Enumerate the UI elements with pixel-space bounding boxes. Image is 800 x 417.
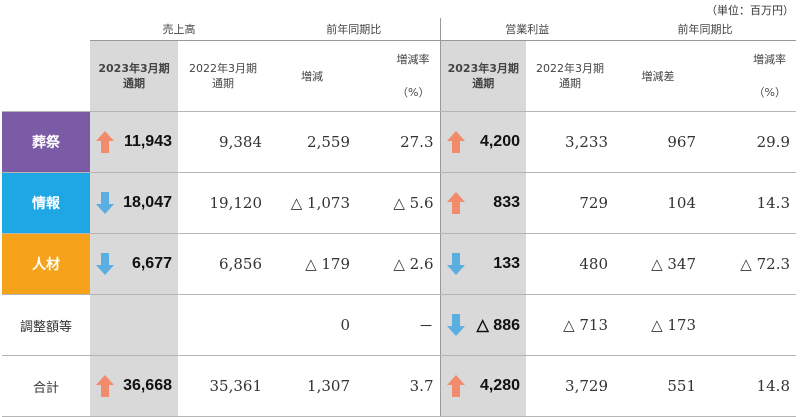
change-cell: 2,559	[268, 111, 356, 173]
table-row: 調整額等 0 － △ 886 △ 713 △ 173	[2, 294, 796, 356]
diff-cell: 551	[614, 355, 702, 417]
prev-op-cell: 3,729	[526, 355, 614, 417]
change-cell: △ 1,073	[268, 172, 356, 234]
segment-label: 葬祭	[2, 111, 90, 173]
sales-cell: 18,047	[90, 172, 178, 234]
down-arrow-icon	[96, 192, 114, 214]
prev-period-header-1: 2022年3月期 通期	[178, 40, 268, 112]
rate2-cell: △ 72.3	[702, 233, 796, 295]
table-row: 合計 36,668 35,361 1,307 3.7 4,280 3,729 5…	[2, 355, 796, 417]
rate2-cell: 14.3	[702, 172, 796, 234]
yoy-header-2: 前年同期比	[614, 18, 796, 41]
op-cell: 4,280	[439, 355, 526, 417]
rate-cell: △ 2.6	[356, 233, 440, 295]
op-cell: △ 886	[439, 294, 526, 356]
segment-label: 人材	[2, 233, 90, 295]
up-arrow-icon	[96, 131, 114, 153]
prev-sales-cell: 6,856	[178, 233, 268, 295]
op-cell: 833	[439, 172, 526, 234]
diff-cell: △ 173	[614, 294, 702, 356]
rate-cell: △ 5.6	[356, 172, 440, 234]
yoy-header-1: 前年同期比	[268, 18, 440, 41]
rate2-cell: 14.8	[702, 355, 796, 417]
segment-label: 調整額等	[2, 294, 90, 356]
diff-cell: 104	[614, 172, 702, 234]
table-row: 葬祭 11,943 9,384 2,559 27.3 4,200 3,233 9…	[2, 111, 796, 173]
down-arrow-icon	[446, 314, 465, 336]
up-arrow-icon	[96, 375, 114, 397]
op-cell: 133	[439, 233, 526, 295]
unit-note: （単位：百万円）	[706, 4, 794, 17]
rate-header-1: 増減率 （%）	[356, 40, 440, 112]
segment-label: 情報	[2, 172, 90, 234]
cur-period-header-2: 2023年3月期 通期	[439, 40, 526, 112]
up-arrow-icon	[446, 192, 465, 214]
results-table: 売上高 前年同期比 営業利益 前年同期比 2023年3月期 通期 2022年3月期…	[2, 18, 796, 417]
up-arrow-icon	[446, 375, 465, 397]
change-cell: 1,307	[268, 355, 356, 417]
change-cell: △ 179	[268, 233, 356, 295]
op-cell: 4,200	[439, 111, 526, 173]
prev-sales-cell: 9,384	[178, 111, 268, 173]
sales-cell	[90, 294, 178, 356]
change-cell: 0	[268, 294, 356, 356]
group-header-row: 売上高 前年同期比 営業利益 前年同期比	[2, 18, 796, 41]
table-row: 人材 6,677 6,856 △ 179 △ 2.6 133 480 △ 347…	[2, 233, 796, 295]
rate2-cell	[702, 294, 796, 356]
prev-op-cell: △ 713	[526, 294, 614, 356]
sub-header-row: 2023年3月期 通期 2022年3月期 通期 増減 増減率 （%） 2023年3月期…	[2, 40, 796, 112]
diff-cell: △ 347	[614, 233, 702, 295]
rate2-cell: 29.9	[702, 111, 796, 173]
sales-cell: 6,677	[90, 233, 178, 295]
down-arrow-icon	[446, 253, 465, 275]
prev-op-cell: 480	[526, 233, 614, 295]
rate-cell: 3.7	[356, 355, 440, 417]
prev-sales-cell	[178, 294, 268, 356]
down-arrow-icon	[96, 253, 114, 275]
prev-sales-cell: 35,361	[178, 355, 268, 417]
prev-period-header-2: 2022年3月期 通期	[526, 40, 614, 112]
table-row: 情報 18,047 19,120 △ 1,073 △ 5.6 833 729 1…	[2, 172, 796, 234]
up-arrow-icon	[446, 131, 465, 153]
diff-header: 増減差	[614, 40, 702, 112]
rate-header-2: 増減率 （%）	[702, 40, 796, 112]
sales-cell: 36,668	[90, 355, 178, 417]
prev-op-cell: 3,233	[526, 111, 614, 173]
sales-header: 売上高	[90, 18, 268, 41]
prev-sales-cell: 19,120	[178, 172, 268, 234]
rate-cell: －	[356, 294, 440, 356]
diff-cell: 967	[614, 111, 702, 173]
segment-label: 合計	[2, 355, 90, 417]
change-header: 増減	[268, 40, 356, 112]
op-header: 営業利益	[439, 18, 614, 41]
prev-op-cell: 729	[526, 172, 614, 234]
cur-period-header-1: 2023年3月期 通期	[90, 40, 178, 112]
sales-cell: 11,943	[90, 111, 178, 173]
rate-cell: 27.3	[356, 111, 440, 173]
